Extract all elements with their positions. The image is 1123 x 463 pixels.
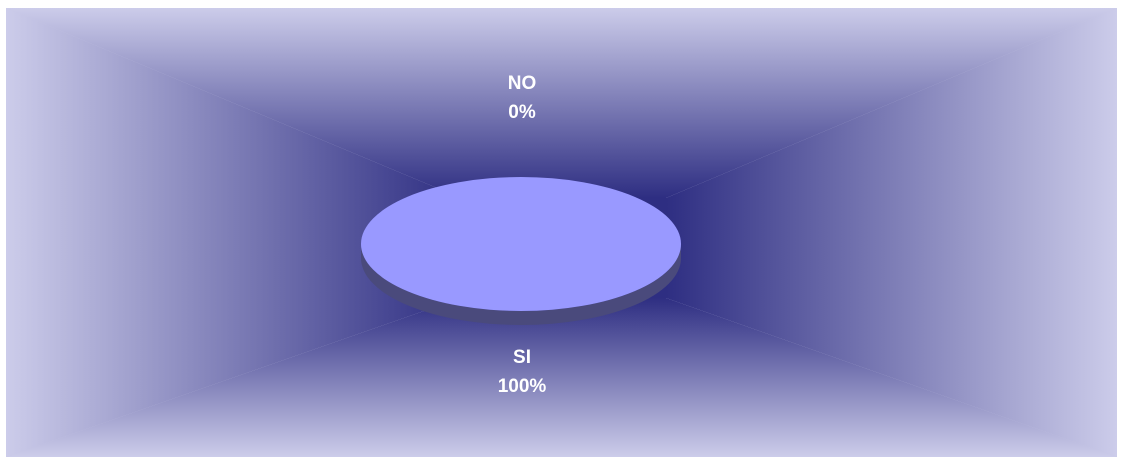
plot-background [6,8,1117,457]
data-label-no: NO 0% [422,69,622,127]
data-label-si-category: SI [513,347,531,368]
bg-top-face [6,8,1117,198]
bg-right-face [666,8,1117,457]
pie-slice-si-side [361,244,681,325]
data-label-si: SI 100% [422,343,622,401]
chart-area: NO 0% SI 100% [6,8,1117,457]
pie-slice-si [361,177,681,311]
pie-chart [361,177,681,325]
bg-left-face [6,8,461,457]
data-label-no-category: NO [507,73,537,94]
bg-bottom-face [6,298,1117,457]
data-label-no-percent: 0% [508,102,536,123]
data-label-si-percent: 100% [497,376,547,397]
